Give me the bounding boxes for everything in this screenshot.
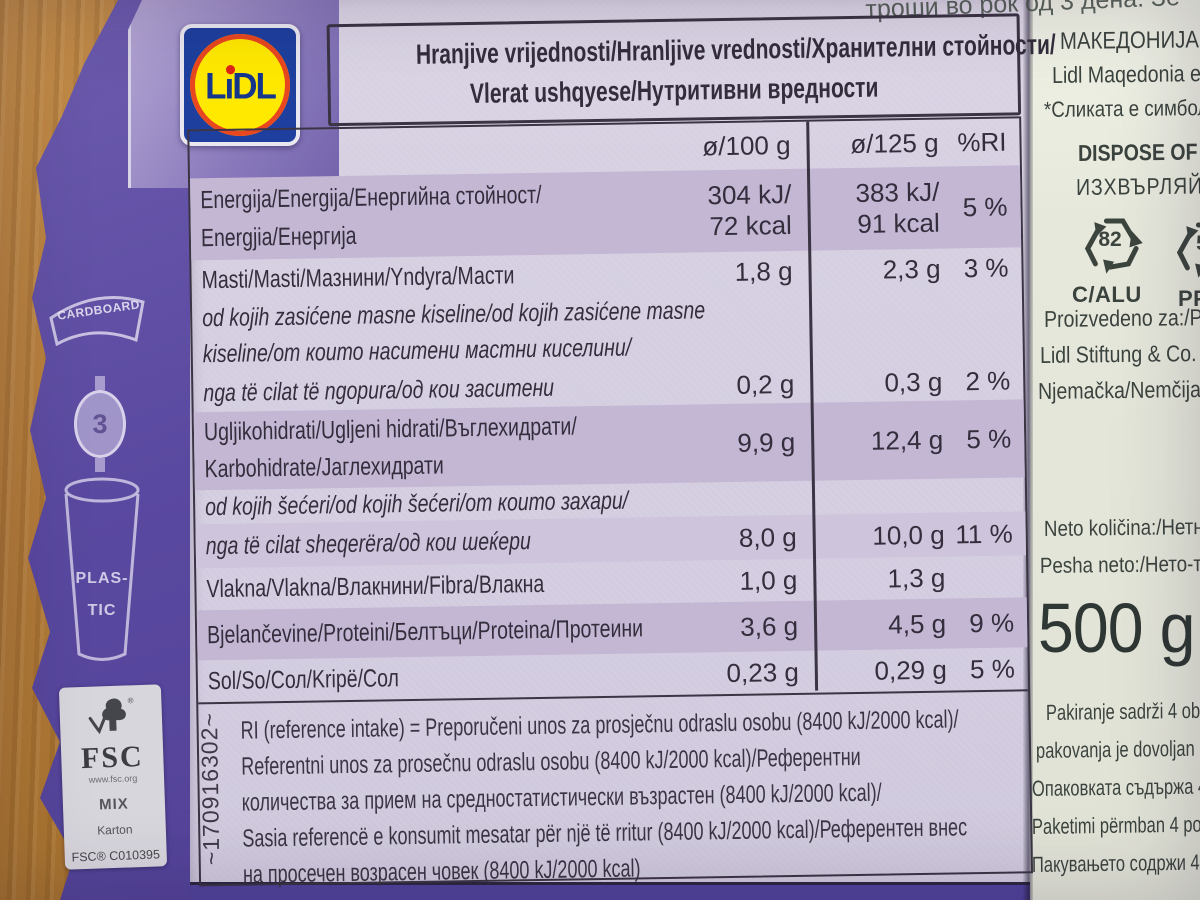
lidl-letter-i: ı <box>224 64 235 107</box>
recycling-material-pp: PP <box>1178 286 1200 311</box>
nutrition-table: ø/100 g ø/125 g %RI Energija/Energija/Ен… <box>187 116 1034 894</box>
row-salt-ri: 5 % <box>969 653 1016 685</box>
value-line: 383 kJ/ <box>855 176 940 208</box>
recycling-code: 82 <box>1098 228 1122 251</box>
row-carbs: Ugljikohidrati/Ugljeni hidrati/Въглехидр… <box>193 399 1025 491</box>
lidl-wordmark: Lı DL <box>205 64 277 108</box>
row-label-line: Energjia/Енергија <box>200 221 357 253</box>
cardboard-banner-icon: CARDBOARD <box>44 282 150 347</box>
reference-intake-footnote: RI (reference intake) = Preporučeni unos… <box>198 689 1032 894</box>
row-salt-label: Sol/So/Сол/Kripë/Сол <box>198 653 661 702</box>
row-energy-v100: 304 kJ/ 72 kcal <box>652 169 808 253</box>
vertical-print-code: ~170916302~ <box>195 712 225 866</box>
recycling-symbol-calu: 82 <box>1080 212 1146 274</box>
right-label-panel: МАКЕДОНИЈА Д Lidl Maqedonia e *Сликата е… <box>1030 0 1200 900</box>
row-satfat-ri: 2 % <box>965 365 1011 397</box>
recycling-symbol-pp: 5 <box>1172 216 1200 278</box>
column-header-100g: ø/100 g <box>702 129 791 162</box>
plastic-label-line1: PLAS- <box>75 570 129 587</box>
row-fibre-label: Vlakna/Vlakna/Влакнини/Fibra/Влакна <box>196 561 659 610</box>
fsc-tree-icon: ® <box>88 696 134 735</box>
tub-bottom-edge <box>183 882 1032 900</box>
row-label-line: nga të cilat sheqerëra/од кои шеќери <box>205 527 532 561</box>
row-fat-v125: 2,3 g <box>882 253 941 285</box>
column-header-125g: ø/125 g <box>850 127 939 160</box>
row-energy-label: Energija/Energija/Енергийна стойност/ En… <box>190 171 653 260</box>
row-label-line: Bjelančevine/Proteini/Белтъци/Proteina/П… <box>206 614 644 650</box>
row-satfat-text: od kojih zasićene masne kiseline/od koji… <box>192 287 1023 374</box>
value-line: 304 kJ/ <box>707 178 792 211</box>
value-line: 91 kcal <box>857 207 941 239</box>
cardboard-sleeve-outline-icon <box>49 296 145 347</box>
value-line: 72 kcal <box>709 209 793 242</box>
fsc-certification-label: ® FSC www.fsc.org MIX Karton FSC® C01039… <box>58 684 168 870</box>
row-protein-v125: 4,5 g <box>888 608 947 640</box>
row-fibre-ri <box>961 555 1026 598</box>
row-satfat-v100: 0,2 g <box>736 368 795 400</box>
row-carbs-ri: 5 % <box>966 423 1012 454</box>
row-salt-v100: 0,23 g <box>726 656 800 689</box>
row-sugars-ri: 11 % <box>955 518 1013 550</box>
recycling-code: 5 <box>1172 232 1200 256</box>
recycling-triangle-icon <box>1084 218 1143 274</box>
row-label-line: Karbohidrate/Јаглехидрати <box>204 451 445 484</box>
net-weight-value: 500 g <box>1038 589 1200 667</box>
row-label-line: Energija/Energija/Енергийна стойност/ <box>200 180 542 215</box>
row-carbs-label: Ugljikohidrati/Ugljeni hidrati/Въглехидр… <box>194 405 657 490</box>
lidl-letters-dl: DL <box>232 66 277 107</box>
row-satfat-v125: 0,3 g <box>884 366 943 398</box>
plastic-cup-icon: PLAS- TIC <box>58 474 146 668</box>
plastic-label-line2: TIC <box>87 602 117 619</box>
row-sugars-label: nga të cilat sheqerëra/од кои шеќери <box>195 517 658 568</box>
row-label-line: Ugljikohidrati/Ugljeni hidrati/Въглехидр… <box>203 412 577 447</box>
row-carbs-v125: 12,4 g <box>870 424 944 456</box>
recycling-material-calu: C/ALU <box>1072 282 1142 307</box>
net-weight: 500 g ℮ <box>1038 588 1200 668</box>
row-protein-v100: 3,6 g <box>740 610 799 642</box>
footnote-line: на просечен возрасен човек (8400 kJ/2000… <box>242 854 641 889</box>
separation-step-number: 3 <box>92 408 108 439</box>
row-energy: Energija/Energija/Енергийна стойност/ En… <box>189 165 1022 261</box>
row-fibre-v100: 1,0 g <box>739 564 798 596</box>
row-energy-v125: 383 kJ/ 91 kcal <box>807 166 956 250</box>
row-label-line: Sol/So/Сол/Kripë/Сол <box>207 664 400 696</box>
row-protein-label: Bjelančevine/Proteini/Белтъци/Proteina/П… <box>197 603 660 660</box>
lidl-logo: Lı DL <box>180 24 300 146</box>
row-sugars-v100: 8,0 g <box>738 521 797 553</box>
lidl-letter-i-stem: ı <box>224 66 235 107</box>
row-carbs-v100: 9,9 g <box>737 426 796 458</box>
row-energy-ri: 5 % <box>962 191 1008 222</box>
separation-step-icon: 3 <box>74 376 126 472</box>
row-salt-v125: 0,29 g <box>874 654 948 686</box>
lidl-letter-l: L <box>205 66 226 107</box>
nutrition-title-line2: Vlerat ushqyese/Нутритивни вредности <box>469 71 879 109</box>
row-label-line: Masti/Masti/Мазнини/Yndyra/Масти <box>201 261 515 295</box>
row-fat-ri: 3 % <box>963 252 1009 284</box>
row-label-line: nga të cilat të ngopura/од кои заситени <box>203 373 555 408</box>
lidl-i-dot <box>225 64 235 75</box>
svg-text:®: ® <box>128 696 134 705</box>
row-sugars-v125: 10,0 g <box>872 519 945 551</box>
column-header-ri: %RI <box>957 126 1007 158</box>
package-fold-shadow <box>1023 0 1033 900</box>
row-fibre-v125: 1,3 g <box>887 562 946 594</box>
lidl-logo-circle: Lı DL <box>190 34 290 136</box>
row-fat-v100: 1,8 g <box>734 255 793 287</box>
recycling-triangle-icon <box>1176 222 1200 278</box>
nutrition-title-box: Hranjive vrijednosti/Hranljive vrednosti… <box>326 13 1056 127</box>
cup-outline-icon <box>64 477 140 661</box>
row-label-line: Vlakna/Vlakna/Влакнини/Fibra/Влакна <box>206 569 545 604</box>
row-protein-ri: 9 % <box>969 607 1015 639</box>
